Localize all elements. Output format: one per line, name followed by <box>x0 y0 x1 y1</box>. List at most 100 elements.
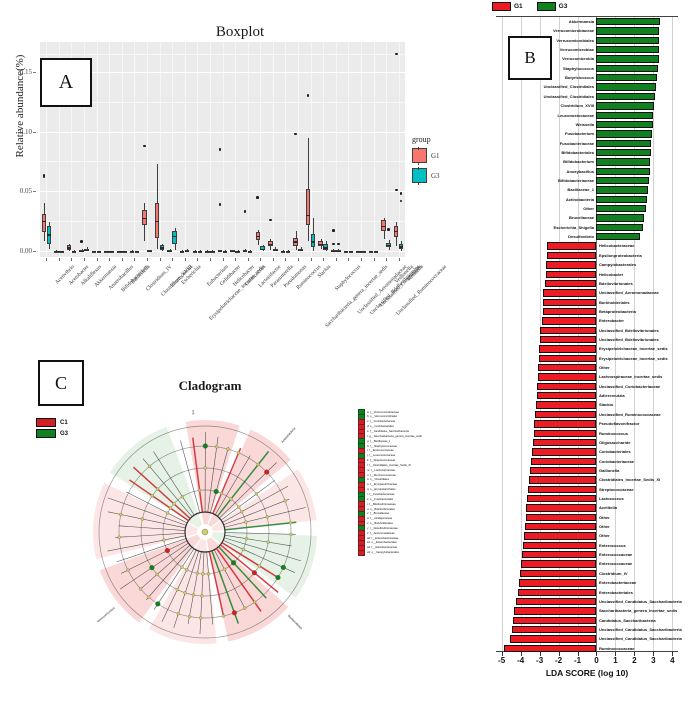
taxa-legend-label: q: o__Erysipelotrichales <box>367 488 396 492</box>
cladogram-node <box>150 494 154 498</box>
lda-bar-label: Unclassified_Bdellovibrionales <box>598 336 659 342</box>
lda-bar <box>503 644 597 652</box>
box-median <box>331 251 336 253</box>
lda-bar-label: Butyricicoccus <box>564 75 594 81</box>
lda-bar-label: Oligosaccharide <box>598 439 631 445</box>
x-tick-label: -2 <box>555 656 563 665</box>
cladogram-node <box>229 497 233 501</box>
lda-bar-label: Clostridium_IV <box>598 570 628 576</box>
cladogram-svg: Candidatus_Saccharibacteria Actinobacteri… <box>70 374 338 670</box>
gridline-vertical <box>209 42 211 257</box>
boxplot-g1 <box>154 203 160 238</box>
taxa-legend-item: t: f__Bdellovibrionaceae <box>358 501 443 508</box>
cladogram-node <box>202 443 208 449</box>
box-whisker <box>338 248 340 251</box>
gridline-vertical <box>134 42 136 257</box>
box-median <box>386 245 391 247</box>
taxa-legend-item: o: o__Clostridiales <box>358 476 443 483</box>
panel-a-legend: group G1 G3 <box>412 135 440 188</box>
cladogram-branch <box>224 521 297 531</box>
taxa-legend-item: l: f__Clostridiales_Incertae_Sedis_XI <box>358 462 443 469</box>
cladogram-branch <box>224 507 306 528</box>
cladogram-branch <box>224 532 296 535</box>
lda-bar <box>547 242 597 250</box>
outlier-point <box>306 94 310 98</box>
cladogram-node <box>117 535 121 539</box>
panel-c-letter: C <box>38 360 84 406</box>
legend-swatch <box>412 146 427 165</box>
lda-bar-label: Helicobacteraceae <box>598 243 635 249</box>
lda-bar-label: Unclassified_Aeromonadaceae <box>598 290 659 296</box>
panel-c-title: Cladogram <box>178 378 242 393</box>
cladogram-branch <box>224 537 302 562</box>
box-median <box>96 251 102 253</box>
lda-bar <box>536 392 597 400</box>
cladogram-node <box>256 462 260 467</box>
lda-bar <box>524 532 597 540</box>
cladogram-branch <box>146 546 193 600</box>
cladogram-node <box>195 571 200 575</box>
gridline-vertical <box>577 17 579 651</box>
gridline-vertical <box>222 42 224 257</box>
y-tick-label: 0.05 <box>2 187 36 195</box>
x-tick-label: 2 <box>632 656 637 665</box>
gridline-vertical <box>109 42 111 257</box>
taxa-legend-item: a3: o__Campylobacterales <box>358 549 443 556</box>
taxa-legend-item: a0: f__Enterobacteriaceae <box>358 535 443 542</box>
cladogram-ring <box>98 425 312 639</box>
lda-bar <box>546 270 597 278</box>
box-median <box>46 234 52 236</box>
taxa-legend-label: a2: f__Helicobacteraceae <box>367 546 398 550</box>
x-tick <box>260 258 262 261</box>
x-tick <box>184 258 186 261</box>
lda-bar-label: Enterobacter <box>598 318 624 324</box>
zero-line <box>596 17 598 651</box>
cladogram-node <box>183 591 187 595</box>
gridline-vertical <box>360 42 362 257</box>
box-whisker <box>169 248 171 251</box>
lda-bar <box>596 36 660 45</box>
lda-bar <box>543 298 597 306</box>
lda-bar <box>538 364 597 372</box>
box-median <box>179 251 185 253</box>
box-median <box>398 246 404 248</box>
legend-label: G3 <box>558 3 568 10</box>
lda-bar <box>527 485 597 493</box>
taxa-legend-item: p: f__Erysipelotrichaceae <box>358 481 443 488</box>
legend-swatch <box>492 2 511 11</box>
lda-bar-label: Verrucomicrobiae <box>559 47 594 53</box>
box-median <box>66 247 72 249</box>
x-tick <box>373 258 375 261</box>
box-median <box>91 251 97 253</box>
lda-bar <box>532 448 597 456</box>
box-median <box>117 251 122 253</box>
gridline-vertical <box>121 42 123 257</box>
taxa-legend-label: h: f__Staphylococcaceae <box>367 444 398 448</box>
outlier-point <box>256 195 260 199</box>
lda-bar-label: Enterobacteriaceae <box>598 580 637 586</box>
gridline-vertical <box>260 42 262 257</box>
boxplot-g3 <box>323 243 328 250</box>
taxa-legend-item: y: f__Desulfovibrionaceae <box>358 525 443 532</box>
taxa-legend-item: j: f__Leuconostocaceae <box>358 452 443 459</box>
box-whisker <box>224 249 226 252</box>
x-tick <box>539 652 541 656</box>
lda-bar-label: Adlercreutzia <box>598 393 625 399</box>
box-median <box>305 215 311 217</box>
x-tick <box>96 258 98 261</box>
cladogram-branch <box>210 446 229 513</box>
lda-bar <box>524 523 597 531</box>
lda-bar <box>596 55 660 63</box>
legend-label: G1 <box>514 3 523 10</box>
cladogram-branch <box>223 498 290 526</box>
box-median <box>348 251 354 253</box>
lda-bar-label: Helicobacter <box>598 271 624 277</box>
cladogram-node <box>237 505 241 509</box>
box-whisker <box>199 249 201 252</box>
box-whisker <box>73 249 75 252</box>
x-tick <box>386 258 388 261</box>
boxplot-g1 <box>305 188 311 225</box>
gridline-vertical <box>520 17 522 651</box>
lda-bar-label: Bifidobacteriales <box>561 149 594 155</box>
gridline-vertical <box>398 42 400 257</box>
